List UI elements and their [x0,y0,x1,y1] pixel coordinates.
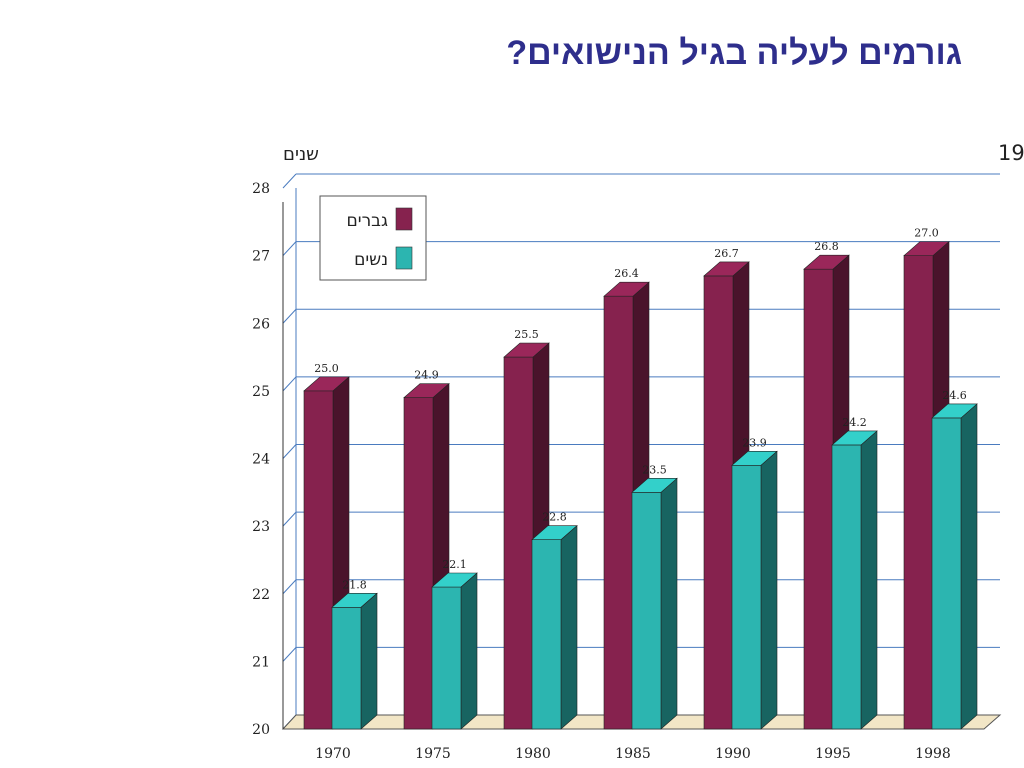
x-tick-label: 1980 [515,746,551,762]
y-tick-label: 28 [252,181,270,197]
gridline-slant [282,647,297,662]
data-label: 23.5 [642,463,667,476]
y-tick-label: 23 [252,519,270,535]
gridline-slant [282,173,297,189]
gridline-slant [282,241,297,256]
bar-women-1985 [631,477,678,730]
data-label: 27.0 [914,227,939,240]
data-label: 22.8 [542,511,567,524]
data-label: 22.1 [442,558,467,571]
gridline-slant [282,376,297,392]
x-tick-label: 1995 [815,746,851,762]
legend: גברים נשים [319,195,427,281]
bars [303,240,978,730]
data-label: 26.7 [714,247,739,260]
y-axis-unit: שנים [283,144,319,165]
y-tick-label: 26 [252,316,270,332]
legend-swatch-men [395,207,413,231]
y-tick-label: 20 [252,722,270,738]
data-label: 23.9 [742,436,767,449]
x-tick-label: 1985 [615,746,651,762]
y-tick-label: 25 [252,384,270,400]
gridline-slant [282,511,297,527]
slide-title: גורמים לעליה בגיל הנישואים? [506,34,962,72]
gridline-slant [282,308,297,324]
bar-women-1980 [531,524,578,730]
legend-swatch-women [395,246,413,270]
data-label: 24.6 [942,389,967,402]
gridline-slant [282,444,297,459]
data-label: 24.2 [842,416,867,429]
data-label: 24.9 [414,369,439,382]
data-label: 26.8 [814,240,839,253]
x-axis: 1970 1975 1980 1985 1990 1995 1998 [315,746,951,762]
legend-label-men: גברים [346,211,388,231]
x-tick-label: 1970 [315,746,351,762]
y-axis: 20 21 22 23 24 25 26 27 28 [252,181,284,738]
data-label: 26.4 [614,267,639,280]
bar-women-1975 [431,572,478,730]
chart-title: גיל הנישואין הממוצע של נשים וגברים יהודי… [998,141,1024,165]
data-label: 25.5 [514,328,539,341]
y-tick-label: 21 [252,654,270,670]
y-tick-label: 27 [252,249,270,265]
bar-women-1990 [731,450,778,730]
x-tick-label: 1998 [915,746,951,762]
gridline-slant [282,579,297,595]
x-tick-label: 1975 [415,746,451,762]
bar-women-1995 [831,430,878,730]
data-label: 21.8 [342,578,367,591]
data-label: 25.0 [314,362,339,375]
legend-label-women: נשים [354,250,388,270]
y-tick-label: 24 [252,452,270,468]
data-labels: 25.0 21.8 24.9 22.1 25.5 22.8 26.4 23.5 26.7 23.9… [314,227,967,592]
y-tick-label: 22 [252,587,270,603]
bar-women-1970 [331,592,378,730]
x-tick-label: 1990 [715,746,751,762]
bar-women-1998 [931,403,978,730]
